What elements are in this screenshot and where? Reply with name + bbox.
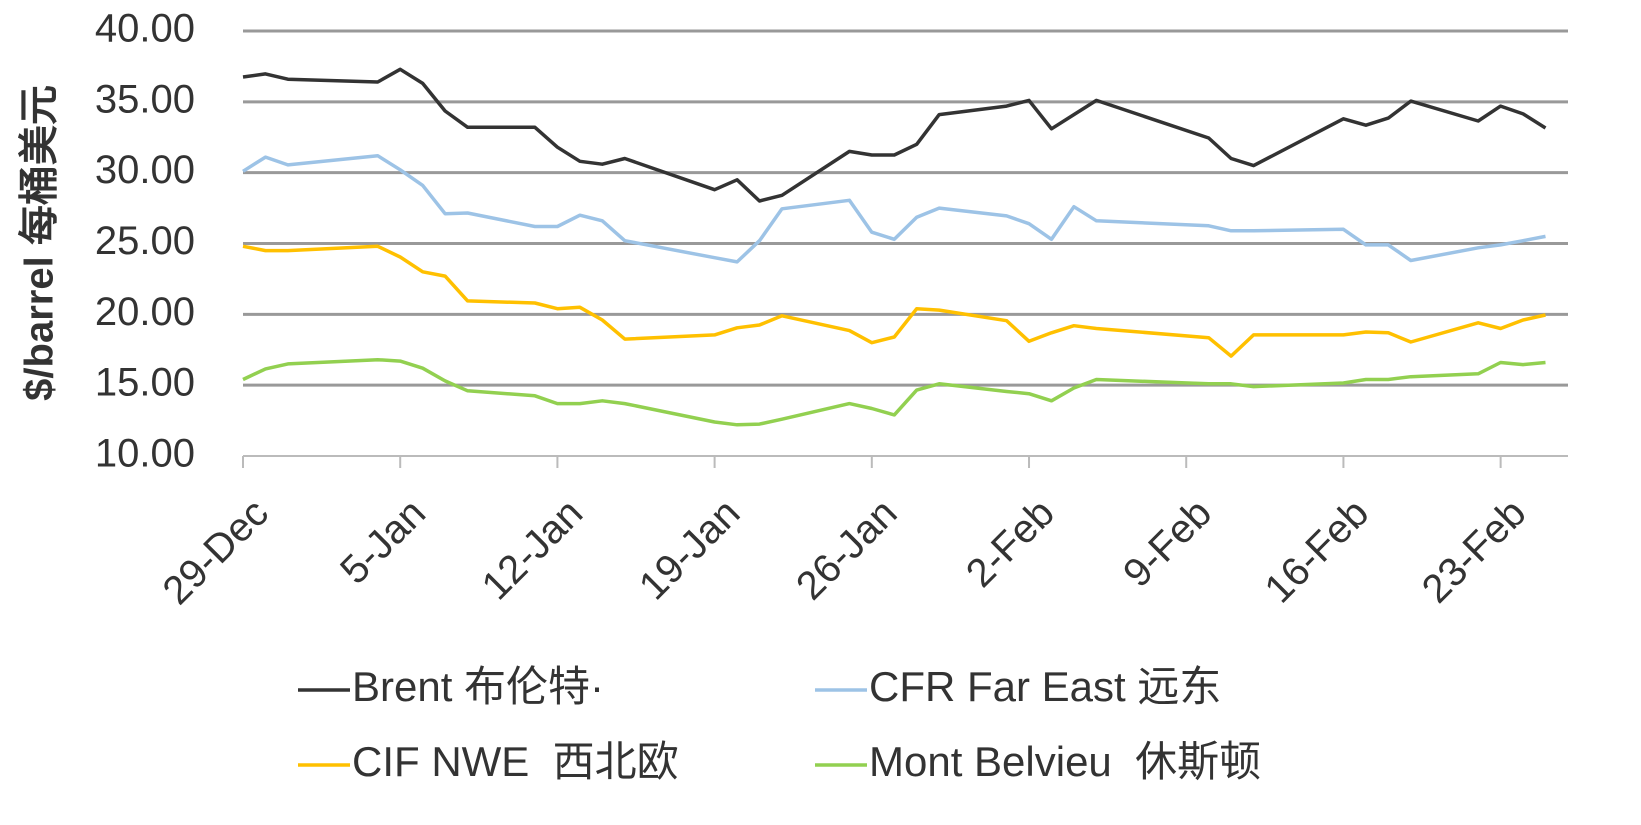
y-tick-label: 40.00 [95, 7, 195, 51]
legend-label: Mont Belvieu 休斯顿 [869, 738, 1261, 785]
x-tick-label: 26-Jan [788, 491, 906, 609]
series-line [242, 67, 1547, 203]
x-tick-label: 29-Dec [155, 491, 277, 613]
legend-label: Brent 布伦特· [352, 663, 604, 710]
y-tick-label: 30.00 [95, 148, 195, 192]
x-tick-label: 5-Jan [332, 491, 434, 593]
series-line [242, 153, 1546, 264]
x-tick-label: 9-Feb [1115, 491, 1220, 596]
y-tick-label: 35.00 [95, 77, 195, 121]
x-tick-label: 12-Jan [474, 491, 592, 609]
series-line [242, 244, 1546, 358]
legend-label: CFR Far East 远东 [869, 663, 1221, 710]
y-tick-label: 10.00 [95, 432, 195, 476]
x-tick-label: 19-Jan [631, 491, 749, 609]
legend-label: CIF NWE 西北欧 [352, 738, 679, 785]
x-tick-label: 16-Feb [1257, 491, 1378, 612]
y-tick-label: 25.00 [95, 219, 195, 263]
y-tick-label: 20.00 [95, 290, 195, 334]
series-line [242, 357, 1546, 427]
x-tick-label: 2-Feb [958, 491, 1063, 596]
y-axis-label: $/barrel 每桶美元 [18, 85, 62, 401]
x-tick-label: 23-Feb [1414, 491, 1535, 612]
y-tick-label: 15.00 [95, 361, 195, 405]
